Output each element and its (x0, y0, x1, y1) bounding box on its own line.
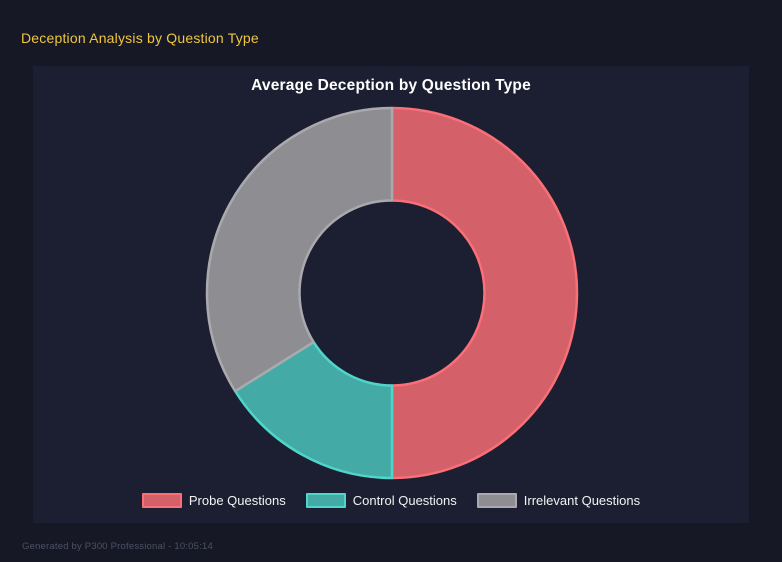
legend-item-2[interactable]: Irrelevant Questions (476, 493, 641, 508)
legend-item-1[interactable]: Control Questions (305, 493, 457, 508)
legend-label-0: Probe Questions (188, 493, 286, 508)
footer-text: Generated by P300 Professional - 10:05:1… (22, 541, 213, 552)
legend-swatch-0 (141, 493, 182, 508)
donut-segment-2[interactable] (205, 106, 394, 393)
legend-swatch-2 (476, 493, 517, 508)
chart-legend: Probe Questions Control Questions Irreleva… (33, 493, 749, 508)
donut-chart-area (202, 103, 582, 483)
donut-segment-1[interactable] (233, 340, 394, 480)
legend-item-0[interactable]: Probe Questions (141, 493, 286, 508)
legend-label-1: Control Questions (352, 493, 457, 508)
legend-label-2: Irrelevant Questions (523, 493, 641, 508)
chart-panel: Average Deception by Question Type Probe… (33, 66, 749, 523)
chart-title: Average Deception by Question Type (251, 77, 531, 94)
page-title: Deception Analysis by Question Type (21, 30, 259, 46)
donut-chart (205, 106, 579, 480)
legend-swatch-1 (305, 493, 346, 508)
donut-segment-0[interactable] (390, 106, 579, 480)
